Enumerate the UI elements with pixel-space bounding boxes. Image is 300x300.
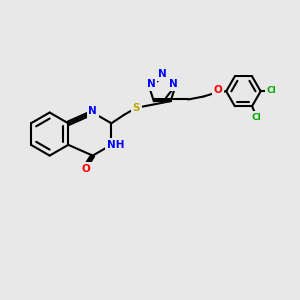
Text: Cl: Cl xyxy=(252,113,262,122)
Text: N: N xyxy=(169,80,178,89)
Text: O: O xyxy=(214,85,222,95)
Text: O: O xyxy=(81,164,90,174)
Text: N: N xyxy=(88,106,97,116)
Text: S: S xyxy=(133,103,140,113)
Text: Cl: Cl xyxy=(267,86,277,95)
Text: N: N xyxy=(147,79,156,89)
Text: NH: NH xyxy=(107,140,124,150)
Text: N: N xyxy=(158,69,167,79)
